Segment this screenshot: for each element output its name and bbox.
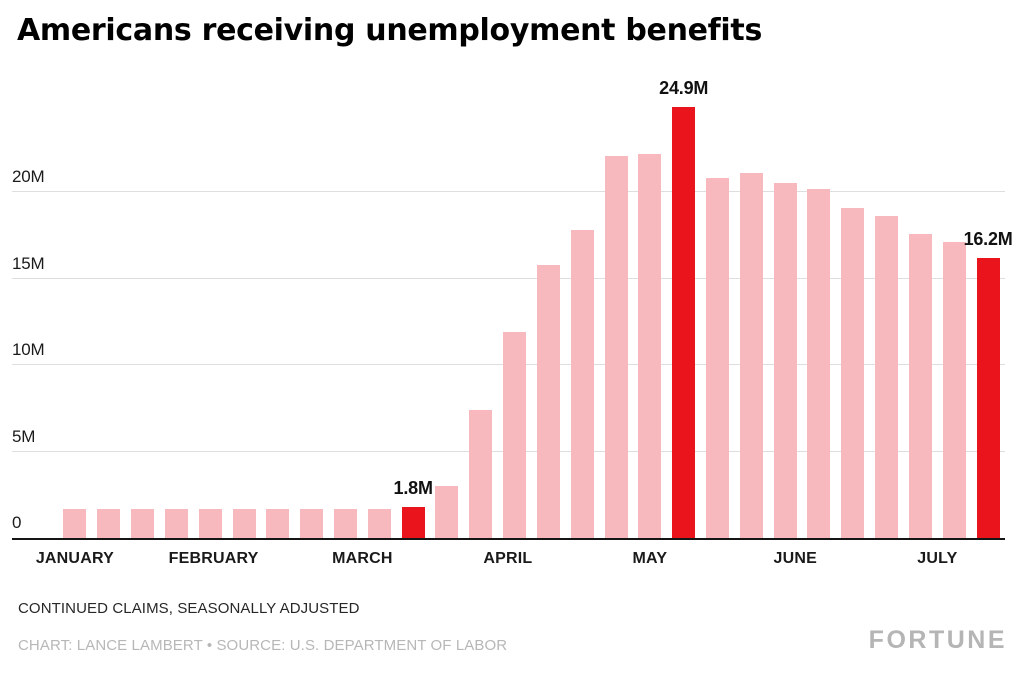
chart-subtitle: CONTINUED CLAIMS, SEASONALLY ADJUSTED xyxy=(18,600,360,617)
bar-highlighted xyxy=(672,107,696,538)
gridline xyxy=(12,277,1005,279)
bar xyxy=(875,216,899,538)
chart-title: Americans receiving unemployment benefit… xyxy=(17,13,763,48)
bar xyxy=(773,183,797,538)
bar xyxy=(300,508,324,538)
bar xyxy=(164,508,188,538)
bar xyxy=(604,155,628,538)
x-axis-month-label: MARCH xyxy=(332,550,393,567)
x-axis-line xyxy=(12,538,1005,540)
bar-highlighted xyxy=(401,506,425,538)
bar xyxy=(536,264,560,538)
bar xyxy=(198,508,222,538)
bar xyxy=(942,242,966,538)
bar xyxy=(367,508,391,538)
x-axis-month-label: JUNE xyxy=(773,550,818,567)
bar xyxy=(469,409,493,538)
bar xyxy=(908,233,932,538)
bar xyxy=(266,508,290,538)
x-axis-month-label: MAY xyxy=(632,550,668,567)
bar-value-label: 16.2M xyxy=(963,228,1013,249)
x-axis-month-label: JULY xyxy=(917,550,958,567)
bar xyxy=(807,188,831,538)
bar-value-label: 1.8M xyxy=(393,477,433,498)
bar xyxy=(706,178,730,538)
x-axis-month-label: FEBRUARY xyxy=(168,550,259,567)
y-axis-label: 10M xyxy=(12,340,45,359)
fortune-logo: FORTUNE xyxy=(868,626,1007,654)
y-axis-label: 5M xyxy=(12,426,36,446)
bar-highlighted xyxy=(976,257,1000,538)
bar xyxy=(97,508,121,538)
y-axis-label: 20M xyxy=(12,167,45,186)
y-axis-label: 15M xyxy=(12,253,45,273)
gridline xyxy=(12,191,1005,192)
bar xyxy=(638,153,662,538)
bar-value-label: 24.9M xyxy=(659,78,709,99)
bar xyxy=(739,172,763,538)
bar xyxy=(232,508,256,538)
bar xyxy=(63,508,87,538)
bar xyxy=(333,508,357,538)
x-axis-month-label: APRIL xyxy=(483,550,533,567)
x-axis-month-label: JANUARY xyxy=(35,550,114,567)
bar xyxy=(131,508,155,538)
y-axis-label: 0 xyxy=(12,513,22,532)
bar xyxy=(570,230,594,538)
chart-credit: CHART: LANCE LAMBERT • SOURCE: U.S. DEPA… xyxy=(18,637,508,654)
bar xyxy=(435,486,459,538)
bar xyxy=(503,332,527,538)
bar xyxy=(841,207,865,538)
